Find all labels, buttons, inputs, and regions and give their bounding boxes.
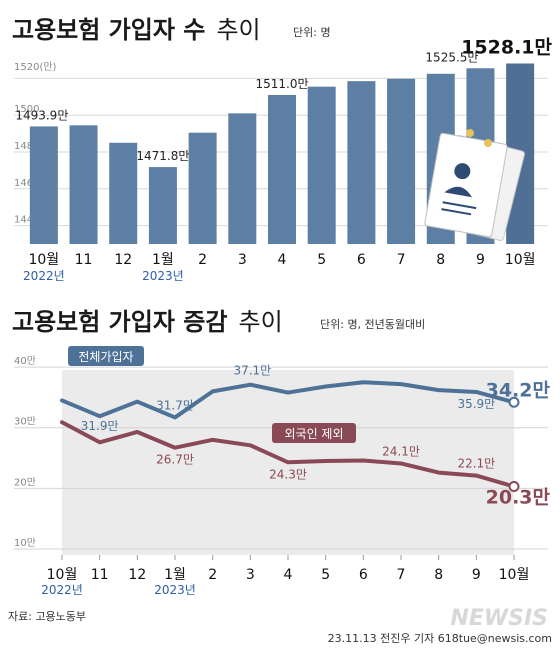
- bar: [347, 81, 376, 244]
- bar: [148, 167, 177, 244]
- line-data-label: 31.7만: [156, 398, 194, 412]
- bar-chart-xtick: 6: [357, 252, 366, 268]
- line-chart-year-label: 2022년: [41, 583, 83, 597]
- bar-chart-xtick: 11: [75, 252, 93, 268]
- bar-chart-xtick: 5: [317, 252, 326, 268]
- bar-chart-xtick: 8: [436, 252, 445, 268]
- line-series-0: [60, 380, 516, 420]
- line-data-label: 34.2만: [486, 379, 551, 401]
- bar-chart-xtick: 12: [114, 252, 132, 268]
- bar: [188, 132, 217, 244]
- legend-label: 전체가입자: [78, 350, 133, 364]
- bar: [268, 94, 296, 245]
- bar: [387, 78, 416, 244]
- document-icon: [424, 129, 525, 241]
- line-data-label: 37.1만: [233, 364, 271, 378]
- bar-chart-ylabel-base: 1520: [14, 62, 39, 73]
- line-chart-xtick: 1월: [164, 567, 186, 583]
- line-chart-xtick: 4: [284, 567, 293, 583]
- line-data-label: 20.3만: [486, 487, 551, 509]
- line-chart-ytick: 20만: [14, 476, 36, 488]
- legend-badge: [272, 423, 356, 443]
- pin-icon: [484, 139, 492, 147]
- bar-chart-ylabel: 1520(만): [14, 61, 57, 73]
- bar: [29, 126, 58, 244]
- legend-label: 외국인 제외: [284, 427, 343, 441]
- line-series-1: [60, 420, 516, 489]
- line-data-label: 31.9만: [81, 419, 119, 433]
- line-data-label: 26.7만: [156, 453, 194, 467]
- bar-chart-year-label: 2022년: [23, 269, 65, 283]
- line-chart-xtick: 3: [246, 567, 255, 583]
- bar: [69, 125, 98, 244]
- line-chart-xtick: 9: [472, 567, 481, 583]
- bar-chart-xtick: 9: [476, 252, 485, 268]
- bar-data-label: 1493.9만: [15, 108, 68, 122]
- line-chart-xtick: 8: [434, 567, 443, 583]
- line-chart-xtick: 10월: [47, 567, 78, 583]
- line-chart-unit: 단위: 명, 전년동월대비: [320, 318, 425, 331]
- legend-badge: [68, 346, 144, 366]
- bar-chart-ytick: 1480: [14, 141, 39, 152]
- bar-chart-xtick: 7: [397, 252, 406, 268]
- credit-text: 23.11.13 전진우 기자 618tue@newsis.com: [328, 632, 552, 645]
- source-text: 자료: 고용노동부: [8, 610, 86, 623]
- line-chart-xtick: 2: [208, 567, 217, 583]
- bar-data-label: 1525.5만: [425, 50, 478, 64]
- line-chart-xtick: 12: [128, 567, 146, 583]
- bar-data-label: 1528.1만: [461, 36, 552, 58]
- line-data-label: 24.3만: [269, 467, 307, 481]
- bar-chart-xtick: 10월: [505, 252, 536, 268]
- line-chart-xtick: 10월: [499, 567, 530, 583]
- bar: [307, 86, 336, 245]
- person-icon: [454, 163, 471, 180]
- line-chart-series: [60, 380, 520, 493]
- line-chart-xtick: 6: [359, 567, 368, 583]
- bar-chart-title: 고용보험 가입자 수 추이: [12, 16, 261, 44]
- bar-chart-xtick: 2: [198, 252, 207, 268]
- line-chart-xtick: 11: [91, 567, 109, 583]
- line-chart-ytick: 10만: [14, 537, 36, 549]
- bar-chart-xtick: 1월: [152, 252, 174, 268]
- pin-icon: [466, 129, 474, 137]
- line-chart-ytick: 30만: [14, 416, 36, 428]
- bar-chart-ytick: 1500: [14, 104, 39, 115]
- bar: [228, 113, 257, 244]
- bar: [109, 142, 138, 244]
- line-chart-title: 고용보험 가입자 증감 추이: [12, 308, 283, 336]
- bar-chart-ytick: 1440: [14, 215, 39, 226]
- line-data-label: 24.1만: [382, 444, 420, 458]
- bar-data-label: 1511.0만: [255, 77, 308, 91]
- bar-chart-year-label: 2023년: [142, 269, 184, 283]
- bar-chart-ylabel-unit: (만): [39, 61, 56, 73]
- line-chart-xtick: 7: [397, 567, 406, 583]
- bar-chart-xtick: 3: [238, 252, 247, 268]
- newsis-logo: NEWSIS: [450, 606, 548, 631]
- line-end-marker: [508, 396, 520, 408]
- line-chart-year-label: 2023년: [154, 583, 196, 597]
- line-chart-ytick: 40만: [14, 355, 36, 367]
- line-data-label: 35.9만: [457, 397, 495, 411]
- bar-chart-xtick: 10월: [28, 252, 59, 268]
- line-data-label: 22.1만: [457, 457, 495, 471]
- bar-chart-ytick: 1460: [14, 178, 39, 189]
- line-end-marker: [508, 481, 520, 493]
- bar-chart-xtick: 4: [278, 252, 287, 268]
- bar-chart-unit: 단위: 명: [293, 26, 331, 39]
- bar-data-label: 1471.8만: [136, 149, 189, 163]
- line-chart-xtick: 5: [321, 567, 330, 583]
